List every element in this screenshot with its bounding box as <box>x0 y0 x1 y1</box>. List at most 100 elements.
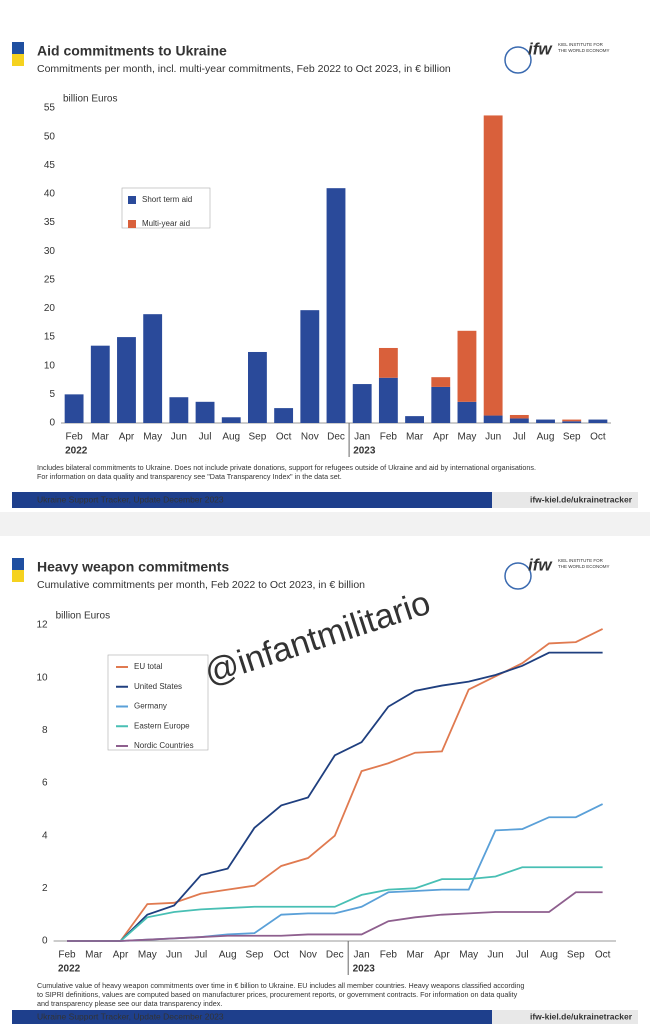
footnote: For information on data quality and tran… <box>37 472 342 481</box>
footnote: Includes bilateral commitments to Ukrain… <box>37 463 536 472</box>
footnote: Cumulative value of heavy weapon commitm… <box>37 981 524 990</box>
x-tick-label: May <box>143 432 162 443</box>
footer-link-bg <box>492 1010 638 1024</box>
x-tick-label: Feb <box>58 950 76 961</box>
x-tick-label: Jul <box>513 432 526 443</box>
y-tick-label: 25 <box>44 274 56 285</box>
chart-subtitle: Cumulative commitments per month, Feb 20… <box>37 579 365 591</box>
x-tick-label: Oct <box>595 950 611 961</box>
chart-title: Aid commitments to Ukraine <box>37 43 227 59</box>
bar <box>274 408 294 423</box>
y-tick-label: 6 <box>42 778 48 789</box>
y-tick-label: 4 <box>42 830 48 841</box>
x-tick-label: Feb <box>65 432 83 443</box>
x-tick-label: Apr <box>119 432 135 443</box>
y-tick-label: 40 <box>44 189 56 200</box>
legend-label: EU total <box>134 662 163 671</box>
x-tick-label: May <box>459 950 478 961</box>
bar <box>352 384 372 423</box>
y-tick-label: 10 <box>44 360 56 371</box>
legend-label: United States <box>134 682 182 691</box>
legend-label: Eastern Europe <box>134 721 190 730</box>
footer-bar <box>12 492 492 508</box>
bar <box>457 330 477 402</box>
x-tick-label: Jan <box>354 950 370 961</box>
line <box>66 891 603 942</box>
x-tick-label: Sep <box>246 950 264 961</box>
y-tick-label: 45 <box>44 160 56 171</box>
x-tick-label: Jul <box>516 950 529 961</box>
footnote: to SIPRI definitions, values are compute… <box>37 990 518 999</box>
bar <box>221 417 241 423</box>
logo-globe <box>504 46 532 74</box>
y-tick-label: 10 <box>36 672 48 683</box>
x-tick-label: Sep <box>249 432 267 443</box>
chart-title: Heavy weapon commitments <box>37 559 229 575</box>
line <box>66 866 603 942</box>
footer-text: Ukraine Support Tracker, Update December… <box>37 494 224 504</box>
bar <box>536 419 555 423</box>
logo-subtitle: KIEL INSTITUTE FOR <box>558 558 604 563</box>
x-tick-label: Apr <box>433 432 449 443</box>
y-tick-label: 55 <box>44 103 56 114</box>
flag-blue <box>12 42 24 54</box>
x-tick-label: Feb <box>380 950 398 961</box>
bar <box>169 397 189 423</box>
logo: ifw <box>528 39 553 58</box>
y-tick-label: 0 <box>49 418 55 429</box>
footer-link: ifw-kiel.de/ukrainetracker <box>530 1011 633 1021</box>
year-label: 2022 <box>58 964 81 975</box>
x-tick-label: Nov <box>299 950 317 961</box>
x-tick-label: Mar <box>406 432 424 443</box>
legend-swatch <box>128 220 136 228</box>
y-tick-label: 0 <box>42 936 48 947</box>
line <box>66 628 604 942</box>
logo-subtitle: KIEL INSTITUTE FOR <box>558 42 604 47</box>
x-tick-label: Dec <box>327 432 345 443</box>
x-tick-label: Mar <box>407 950 425 961</box>
bar <box>405 416 424 423</box>
x-tick-label: Aug <box>540 950 558 961</box>
x-tick-label: Oct <box>590 432 606 443</box>
bar <box>483 115 503 416</box>
bar <box>588 419 608 423</box>
line <box>66 651 603 942</box>
x-tick-label: Apr <box>434 950 450 961</box>
bar <box>431 377 451 387</box>
legend-label: Germany <box>134 702 167 711</box>
bar <box>195 401 215 423</box>
bar <box>90 345 110 423</box>
bar <box>509 414 529 419</box>
x-tick-label: May <box>457 432 476 443</box>
x-tick-label: Dec <box>326 950 344 961</box>
y-tick-label: 15 <box>44 332 56 343</box>
x-tick-label: Oct <box>273 950 289 961</box>
x-tick-label: Oct <box>276 432 292 443</box>
footer-bar <box>12 1010 492 1024</box>
y-tick-label: 12 <box>36 620 48 631</box>
bar <box>509 418 529 423</box>
y-tick-label: 8 <box>42 725 48 736</box>
year-label: 2023 <box>353 964 376 975</box>
legend-label: Short term aid <box>142 195 192 204</box>
legend-label: Nordic Countries <box>134 741 194 750</box>
bar <box>248 351 267 423</box>
bar <box>143 314 163 423</box>
y-tick-label: 50 <box>44 131 56 142</box>
x-tick-label: Mar <box>92 432 110 443</box>
legend-box <box>107 654 209 751</box>
bar <box>562 419 582 422</box>
y-tick-label: 5 <box>49 389 55 400</box>
logo: ifw <box>528 555 553 574</box>
legend-box <box>121 187 211 229</box>
chart-subtitle: Commitments per month, incl. multi-year … <box>37 63 451 75</box>
panel-gap <box>0 512 650 536</box>
x-tick-label: Mar <box>85 950 103 961</box>
bar <box>117 337 136 423</box>
year-label: 2023 <box>353 446 376 457</box>
bar <box>300 310 320 423</box>
bar <box>483 415 503 423</box>
y-axis-title: billion Euros <box>63 94 117 105</box>
bar <box>64 394 84 423</box>
bar <box>562 421 582 423</box>
